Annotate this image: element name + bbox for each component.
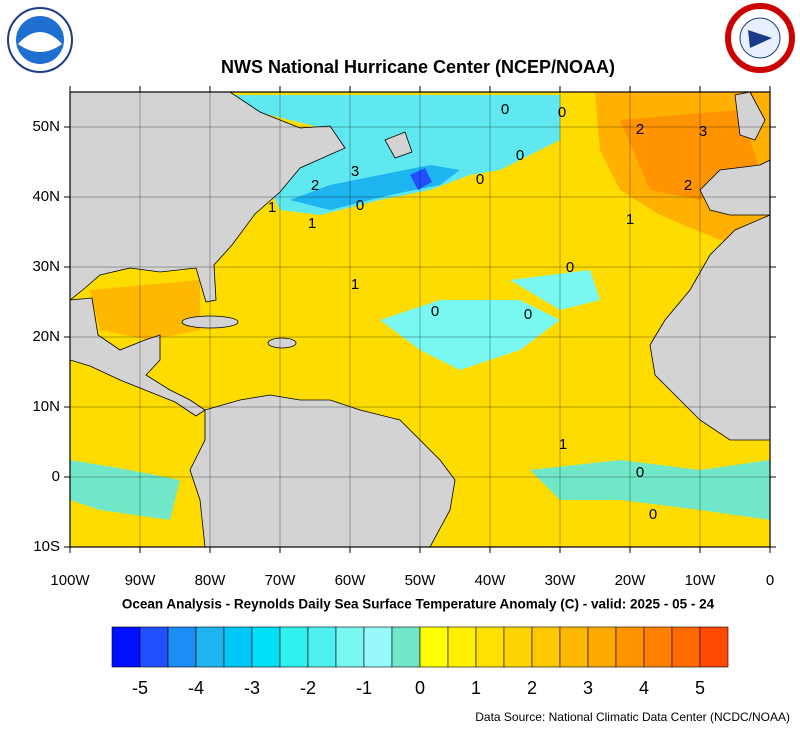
colorbar-swatch [643,626,673,668]
cool-area [530,460,770,520]
contour-label: 3 [699,123,707,140]
colorbar-swatch [111,626,141,668]
contour-label: 1 [351,276,359,293]
colorbar-swatch [307,626,337,668]
y-tick-label: 50N [32,118,60,135]
colorbar-swatch [363,626,393,668]
x-tick-label: 40W [475,572,507,589]
y-tick-label: 40N [32,188,60,205]
x-tick-label: 100W [50,572,90,589]
subtitle: Ocean Analysis - Reynolds Daily Sea Surf… [122,597,715,612]
colorbar-swatch [195,626,225,668]
land-hispaniola [267,337,297,349]
colorbar-tick-label: 2 [527,678,537,698]
colorbar-tick-label: -5 [132,678,148,698]
colorbar-swatch [419,626,449,668]
land-central-america [69,297,206,417]
contour-label: 0 [476,171,484,188]
colorbar-tick-label: 3 [583,678,593,698]
colorbar-swatch [699,626,729,668]
contour-label: 2 [636,121,644,138]
y-tick-label: 30N [32,258,60,275]
x-tick-label: 50W [405,572,437,589]
colorbar-tick-label: -2 [300,678,316,698]
colorbar-swatch [391,626,421,668]
y-tick-label: 10N [32,398,60,415]
contour-label: 0 [649,506,657,523]
x-tick-label: 80W [195,572,227,589]
cool-area [380,300,560,370]
colorbar-swatch [167,626,197,668]
y-tick-label: 0 [52,468,60,485]
contour-label: 0 [516,147,524,164]
colorbar: -5 -4 -3 -2 -1 0 1 2 3 4 5 [111,626,729,698]
y-tick-label: 20N [32,328,60,345]
colorbar-tick-label: 5 [695,678,705,698]
map: 2 3 0 1 1 0 0 0 0 2 3 2 1 0 1 0 0 1 0 0 [69,91,771,548]
contour-label: 1 [308,215,316,232]
cool-area [410,168,432,190]
land-south-america [189,394,456,548]
cool-area [510,270,600,310]
colorbar-tick-label: 1 [471,678,481,698]
colorbar-swatch [503,626,533,668]
colorbar-swatch [279,626,309,668]
contour-label: 1 [268,199,276,216]
contour-label: 0 [431,303,439,320]
x-tick-label: 20W [615,572,647,589]
colorbar-tick-label: 4 [639,678,649,698]
colorbar-tick-label: -4 [188,678,204,698]
data-source: Data Source: National Climatic Data Cent… [475,710,790,724]
colorbar-swatch [223,626,253,668]
x-tick-label: 60W [335,572,367,589]
cool-area [70,460,180,520]
noaa-logo [7,7,73,73]
colorbar-swatch [139,626,169,668]
colorbar-swatch [447,626,477,668]
contour-label: 3 [351,163,359,180]
nws-logo [725,3,795,73]
land-newfoundland [384,131,413,159]
land-africa [649,214,771,441]
colorbar-swatch [475,626,505,668]
colorbar-swatch [587,626,617,668]
contour-labels: 2 3 0 1 1 0 0 0 0 2 3 2 1 0 1 0 0 1 0 0 [268,101,707,523]
axes: 100W 90W 80W 70W 60W 50W 40W 30W 20W 10W 0 10S 0 10N 2… [32,86,776,589]
warm-area [90,280,200,340]
contour-label: 0 [356,197,364,214]
x-tick-label: 30W [545,572,577,589]
colorbar-swatch [671,626,701,668]
contour-label: 1 [559,436,567,453]
colorbar-tick-label: -1 [356,678,372,698]
colorbar-swatch [559,626,589,668]
contour-label: 0 [501,101,509,118]
x-tick-label: 90W [125,572,157,589]
colorbar-swatch [531,626,561,668]
y-tick-label: 10S [33,538,60,555]
contour-label: 0 [566,259,574,276]
contour-label: 2 [684,177,692,194]
chart-title: NWS National Hurricane Center (NCEP/NOAA… [221,57,615,77]
colorbar-swatch [615,626,645,668]
colorbar-tick-label: -3 [244,678,260,698]
x-tick-label: 70W [265,572,297,589]
contour-label: 0 [636,464,644,481]
contour-label: 0 [558,104,566,121]
colorbar-swatch [335,626,365,668]
colorbar-swatch [251,626,281,668]
x-tick-label: 10W [685,572,717,589]
contour-label: 2 [311,177,319,194]
colorbar-tick-label: 0 [415,678,425,698]
contour-label: 1 [626,211,634,228]
x-tick-label: 0 [766,572,774,589]
contour-label: 0 [524,306,532,323]
